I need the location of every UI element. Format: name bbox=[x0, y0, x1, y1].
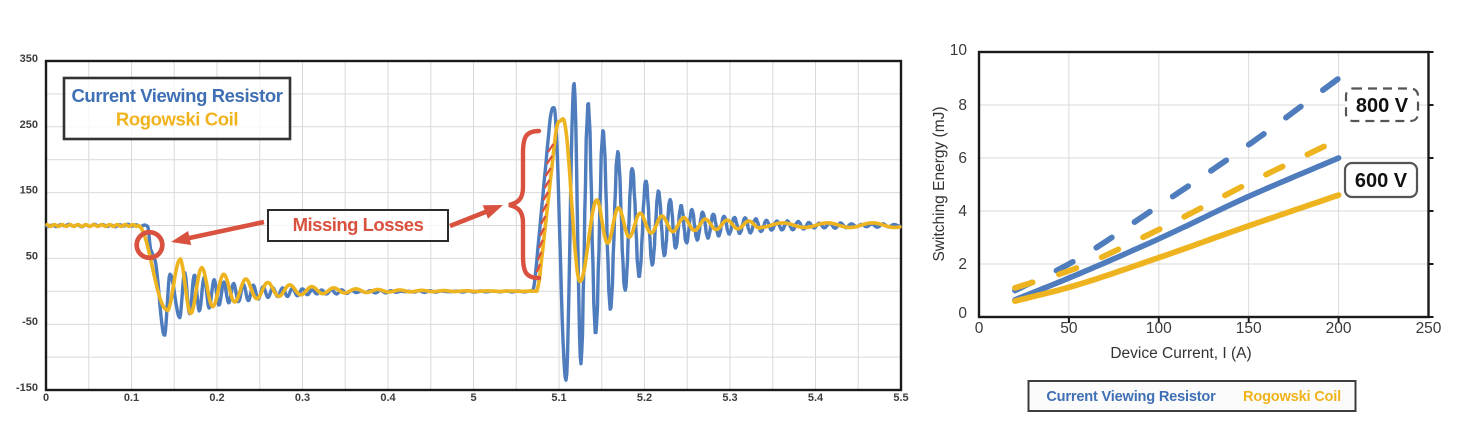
svg-text:0.3: 0.3 bbox=[295, 392, 310, 404]
svg-text:0: 0 bbox=[958, 305, 967, 322]
svg-text:0: 0 bbox=[975, 320, 984, 337]
svg-text:0.4: 0.4 bbox=[380, 392, 396, 404]
svg-text:Missing Losses: Missing Losses bbox=[293, 214, 424, 235]
svg-text:350: 350 bbox=[20, 53, 38, 65]
svg-text:4: 4 bbox=[958, 203, 967, 220]
svg-text:0: 0 bbox=[43, 392, 49, 404]
svg-text:800 V: 800 V bbox=[1356, 95, 1409, 117]
svg-text:Rogowski Coil: Rogowski Coil bbox=[116, 109, 238, 130]
svg-text:Device Current, I (A): Device Current, I (A) bbox=[1110, 345, 1251, 362]
svg-text:0.1: 0.1 bbox=[124, 392, 139, 404]
svg-text:200: 200 bbox=[1326, 320, 1352, 337]
svg-text:2: 2 bbox=[958, 256, 967, 273]
svg-text:Rogowski Coil: Rogowski Coil bbox=[1243, 389, 1341, 405]
svg-text:8: 8 bbox=[958, 97, 967, 114]
svg-text:Current Viewing Resistor: Current Viewing Resistor bbox=[1046, 389, 1216, 405]
svg-text:250: 250 bbox=[1416, 320, 1442, 337]
svg-text:100: 100 bbox=[1146, 320, 1172, 337]
svg-text:150: 150 bbox=[20, 185, 38, 197]
svg-text:-150: -150 bbox=[16, 382, 38, 394]
svg-text:0.2: 0.2 bbox=[209, 392, 224, 404]
svg-text:10: 10 bbox=[950, 42, 968, 59]
svg-text:5.2: 5.2 bbox=[637, 392, 652, 404]
svg-text:50: 50 bbox=[1060, 320, 1078, 337]
svg-text:150: 150 bbox=[1236, 320, 1262, 337]
svg-text:5.5: 5.5 bbox=[893, 392, 908, 404]
svg-text:6: 6 bbox=[958, 150, 967, 167]
svg-text:5.1: 5.1 bbox=[551, 392, 566, 404]
svg-text:5.4: 5.4 bbox=[808, 392, 824, 404]
svg-text:-50: -50 bbox=[22, 316, 38, 328]
svg-text:Switching Energy (mJ): Switching Energy (mJ) bbox=[931, 106, 948, 261]
svg-text:5.3: 5.3 bbox=[722, 392, 737, 404]
svg-text:Current Viewing Resistor: Current Viewing Resistor bbox=[71, 85, 282, 106]
svg-text:5: 5 bbox=[470, 392, 476, 404]
svg-text:250: 250 bbox=[20, 119, 38, 131]
svg-text:600 V: 600 V bbox=[1355, 170, 1408, 192]
svg-text:50: 50 bbox=[26, 250, 38, 262]
